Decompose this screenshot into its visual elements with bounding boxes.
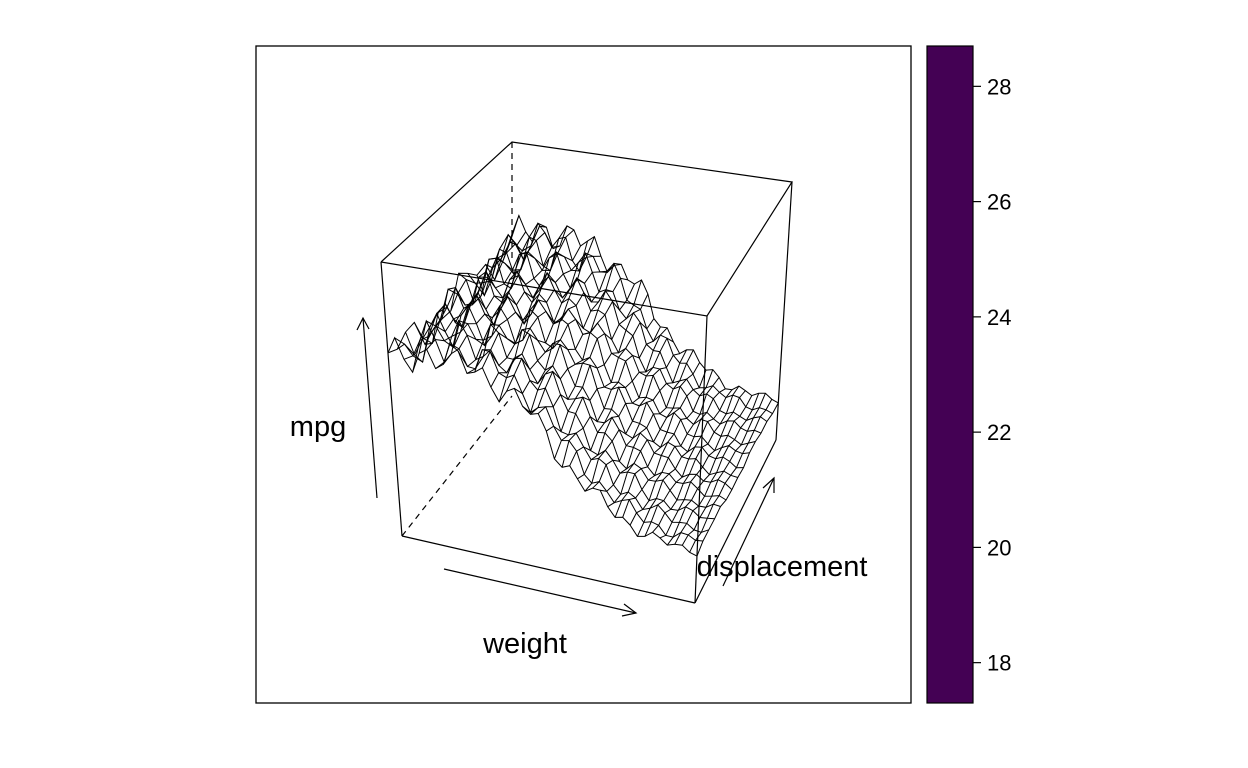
surface-line-weight bbox=[498, 271, 608, 403]
surface-line-weight bbox=[537, 279, 642, 414]
surface-line-weight bbox=[681, 393, 766, 546]
surface-line-weight bbox=[659, 390, 746, 539]
surface-line-weight bbox=[592, 349, 688, 489]
surface-line-weight bbox=[577, 337, 674, 480]
y-axis-arrow bbox=[722, 477, 775, 587]
colorkey-tick-label: 24 bbox=[987, 305, 1011, 330]
surface-line-weight bbox=[481, 236, 595, 369]
surface-line-displacement bbox=[511, 214, 779, 404]
surface-line-weight bbox=[614, 369, 707, 518]
colorkey-tick-label: 20 bbox=[987, 535, 1011, 560]
box-edges bbox=[380, 141, 794, 604]
surface-line-weight bbox=[696, 402, 779, 557]
axis-arrows bbox=[356, 316, 775, 617]
surface-line-weight bbox=[584, 353, 680, 492]
surface-line-weight bbox=[474, 240, 588, 373]
surface-line-displacement bbox=[424, 303, 721, 508]
surface-line-weight bbox=[561, 326, 661, 468]
surface-line-weight bbox=[652, 385, 740, 533]
surface-line-weight bbox=[600, 349, 694, 492]
panel-border bbox=[255, 45, 912, 704]
surface-line-weight bbox=[412, 241, 533, 373]
surface-line-weight bbox=[449, 225, 568, 350]
colorkey-bar bbox=[926, 45, 974, 704]
surface-line-weight bbox=[546, 293, 649, 433]
surface-line-weight bbox=[636, 388, 726, 537]
colorkey-tick-label: 28 bbox=[987, 74, 1011, 99]
surface-line-weight bbox=[506, 264, 615, 392]
surface-line-displacement bbox=[476, 252, 756, 446]
surface-line-weight bbox=[466, 245, 581, 374]
surface-line-weight bbox=[644, 389, 733, 537]
surface-line-displacement bbox=[494, 233, 768, 422]
y-axis-label: displacement bbox=[697, 551, 868, 583]
surface-line-weight bbox=[403, 231, 527, 363]
surface-line-weight bbox=[442, 245, 560, 365]
x-axis-label: weight bbox=[482, 628, 567, 660]
surface-line-weight bbox=[674, 393, 760, 545]
x-axis-arrow bbox=[443, 568, 637, 614]
colorkey-tick-label: 18 bbox=[987, 651, 1011, 676]
surface-line-weight bbox=[426, 222, 547, 350]
box-hidden-edges bbox=[401, 142, 513, 537]
surface-line-weight bbox=[490, 252, 601, 388]
z-axis-arrow bbox=[362, 317, 378, 499]
surface-line-weight bbox=[569, 327, 668, 466]
colorkey-tick-label: 26 bbox=[987, 190, 1011, 215]
z-axis-label: mpg bbox=[290, 411, 346, 443]
surface-line-weight bbox=[666, 395, 753, 546]
surface-line-weight bbox=[607, 362, 701, 508]
surface-line-displacement bbox=[458, 270, 744, 469]
surface-line-weight bbox=[514, 262, 622, 395]
surface-line-weight bbox=[435, 231, 554, 370]
surface-line-weight bbox=[387, 233, 513, 354]
surface-line-weight bbox=[457, 229, 575, 368]
surface-mesh bbox=[387, 214, 779, 557]
surface-line-weight bbox=[418, 225, 540, 354]
surface-line-weight bbox=[622, 369, 714, 518]
surface-line-weight bbox=[553, 318, 655, 460]
surface-line-weight bbox=[629, 377, 720, 526]
surface-line-weight bbox=[530, 283, 635, 415]
surface-line-weight bbox=[522, 277, 628, 414]
colorkey-ticks: 18 20 22 24 26 28 bbox=[973, 74, 1011, 676]
colorkey-tick-label: 22 bbox=[987, 420, 1011, 445]
surface-line-weight bbox=[689, 399, 773, 553]
